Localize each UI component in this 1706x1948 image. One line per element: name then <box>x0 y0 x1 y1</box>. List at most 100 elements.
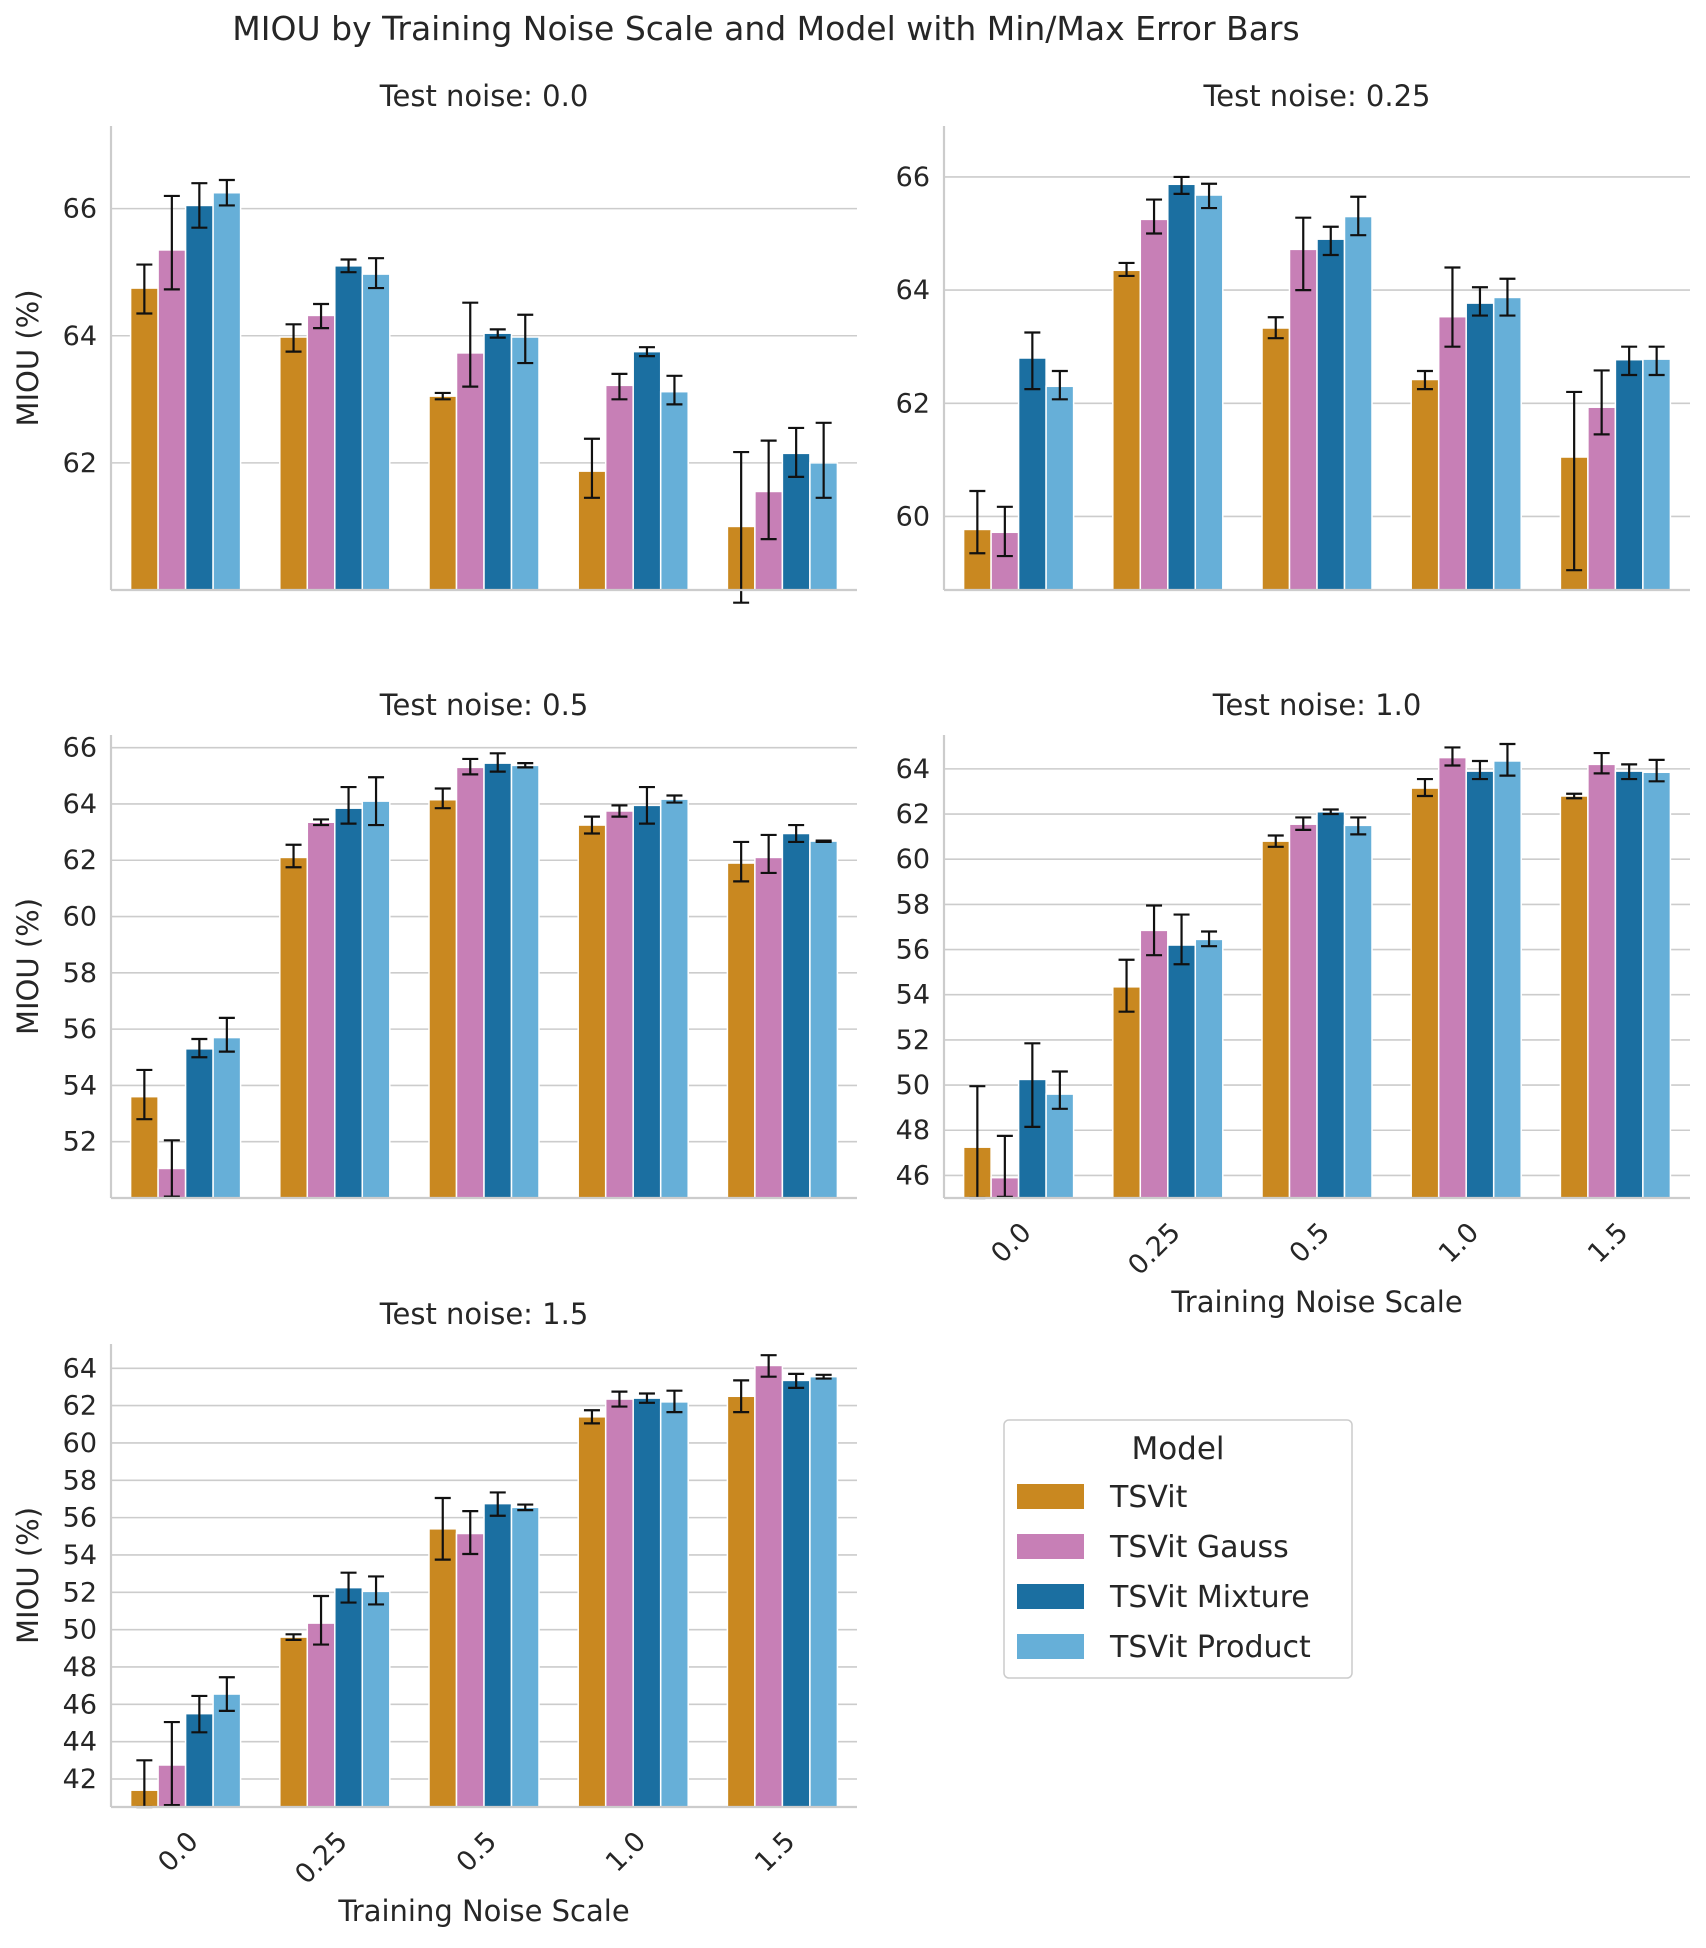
y-tick-label: 66 <box>63 194 97 225</box>
x-tick-label: 1.0 <box>1433 1217 1485 1269</box>
x-tick-label: 0.0 <box>985 1217 1037 1269</box>
y-tick-label: 60 <box>63 1428 97 1459</box>
y-tick-label: 64 <box>896 275 930 306</box>
bar-tsvit-mixture <box>1316 238 1346 591</box>
y-tick-label: 66 <box>63 733 97 764</box>
y-tick-label: 46 <box>896 1160 930 1191</box>
legend-swatch <box>1017 1584 1084 1609</box>
bar-tsvit-gauss <box>1288 248 1318 591</box>
y-tick-label: 60 <box>896 501 930 532</box>
bar-tsvit <box>129 287 159 591</box>
bar-tsvit-gauss <box>455 766 485 1199</box>
bar-tsvit-product <box>510 336 540 591</box>
y-tick-label: 50 <box>896 1070 930 1101</box>
bar-tsvit <box>428 1528 458 1808</box>
bar-tsvit-product <box>1045 385 1075 591</box>
bar-tsvit <box>279 856 309 1199</box>
bar-tsvit-gauss <box>604 810 634 1199</box>
bar-tsvit <box>577 1416 607 1808</box>
y-tick-label: 54 <box>63 1540 97 1571</box>
legend-swatch <box>1017 1484 1084 1509</box>
panel-test-noise-0-0: Test noise: 0.0 62 64 66 MIOU (%) <box>11 79 857 604</box>
bar-tsvit-gauss <box>1587 763 1617 1199</box>
bar-tsvit-gauss <box>604 384 634 591</box>
legend-label: TSVit <box>1109 1480 1188 1515</box>
bar-tsvit-mixture <box>184 204 214 591</box>
y-tick-label: 48 <box>63 1652 97 1683</box>
bar-tsvit-product <box>1194 194 1224 591</box>
y-tick-label: 62 <box>63 448 97 479</box>
bar-tsvit <box>1112 269 1142 591</box>
bar-tsvit-gauss <box>157 249 187 591</box>
bar-tsvit <box>279 1636 309 1808</box>
y-tick-label: 54 <box>63 1070 97 1101</box>
y-tick-label: 64 <box>896 754 930 785</box>
legend-title: Model <box>1131 1431 1224 1467</box>
bar-tsvit-gauss <box>455 1532 485 1808</box>
y-tick-label: 50 <box>63 1615 97 1646</box>
x-tick-label: 0.5 <box>1284 1217 1336 1269</box>
bar-tsvit-mixture <box>632 1397 662 1808</box>
bar-tsvit-mixture <box>483 762 513 1199</box>
bar-tsvit-gauss <box>1288 823 1318 1199</box>
y-tick-label: 52 <box>896 1025 930 1056</box>
bar-tsvit <box>1261 840 1291 1199</box>
y-tick-label: 62 <box>896 388 930 419</box>
bar-tsvit <box>1410 787 1440 1199</box>
x-tick-label: 0.0 <box>152 1826 204 1878</box>
bar-tsvit-gauss <box>455 352 485 591</box>
y-tick-label: 64 <box>63 789 97 820</box>
bar-tsvit-mixture <box>334 265 364 591</box>
bar-tsvit-mixture <box>1167 944 1197 1199</box>
bar-tsvit-mixture <box>632 350 662 591</box>
y-tick-label: 56 <box>63 1503 97 1534</box>
panel-title: Test noise: 0.0 <box>379 79 589 113</box>
bar-tsvit <box>726 1395 756 1808</box>
bar-tsvit-product <box>809 840 839 1199</box>
panel-title: Test noise: 0.5 <box>379 688 589 722</box>
bar-tsvit <box>279 336 309 591</box>
y-tick-label: 66 <box>896 162 930 193</box>
bar-tsvit-gauss <box>754 1364 784 1808</box>
bar-tsvit-mixture <box>781 832 811 1199</box>
y-tick-label: 52 <box>63 1127 97 1158</box>
bar-tsvit-mixture <box>1017 357 1047 591</box>
bar-tsvit <box>428 395 458 591</box>
bar-tsvit <box>1559 795 1589 1199</box>
bar-tsvit-mixture <box>781 1379 811 1808</box>
bar-tsvit-mixture <box>334 1586 364 1808</box>
panel-title: Test noise: 0.25 <box>1202 79 1430 113</box>
bar-tsvit-mixture <box>1465 302 1495 591</box>
x-axis-label: Training Noise Scale <box>1170 1285 1462 1319</box>
bar-tsvit-product <box>212 1693 242 1808</box>
legend-label: TSVit Gauss <box>1109 1530 1289 1565</box>
bar-tsvit-mixture <box>483 332 513 591</box>
legend-frame <box>1003 1419 1353 1679</box>
y-axis-label: MIOU (%) <box>11 289 45 426</box>
bar-tsvit-mixture <box>483 1502 513 1808</box>
bar-tsvit-mixture <box>632 804 662 1199</box>
bar-tsvit-mixture <box>1465 770 1495 1199</box>
panel-test-noise-1-0: Test noise: 1.0 46 48 50 52 54 56 58 60 62 64 0.0 0.… <box>896 688 1690 1319</box>
bar-tsvit-product <box>1045 1093 1075 1199</box>
bar-tsvit-gauss <box>754 856 784 1199</box>
bar-tsvit-product <box>659 1401 689 1808</box>
legend-swatch <box>1017 1534 1084 1559</box>
bar-tsvit-product <box>1642 771 1672 1199</box>
y-tick-label: 42 <box>63 1764 97 1795</box>
bar-tsvit-product <box>510 1506 540 1808</box>
bar-tsvit-product <box>1642 358 1672 591</box>
x-tick-label: 0.25 <box>289 1826 353 1890</box>
bar-tsvit-product <box>212 1036 242 1199</box>
x-tick-label: 1.5 <box>749 1826 801 1878</box>
bar-tsvit <box>577 824 607 1199</box>
panel-test-noise-1-5: Test noise: 1.5 42 44 46 48 50 52 54 56 58 60 62 64 M… <box>11 1297 857 1928</box>
y-tick-label: 48 <box>896 1115 930 1146</box>
x-axis-label: Training Noise Scale <box>337 1894 629 1928</box>
bar-tsvit-product <box>1343 824 1373 1199</box>
panel-test-noise-0-25: Test noise: 0.25 60 62 64 66 <box>896 79 1690 592</box>
bar-tsvit-product <box>659 798 689 1199</box>
legend-label: TSVit Product <box>1109 1630 1311 1665</box>
bar-tsvit-product <box>1492 760 1522 1199</box>
